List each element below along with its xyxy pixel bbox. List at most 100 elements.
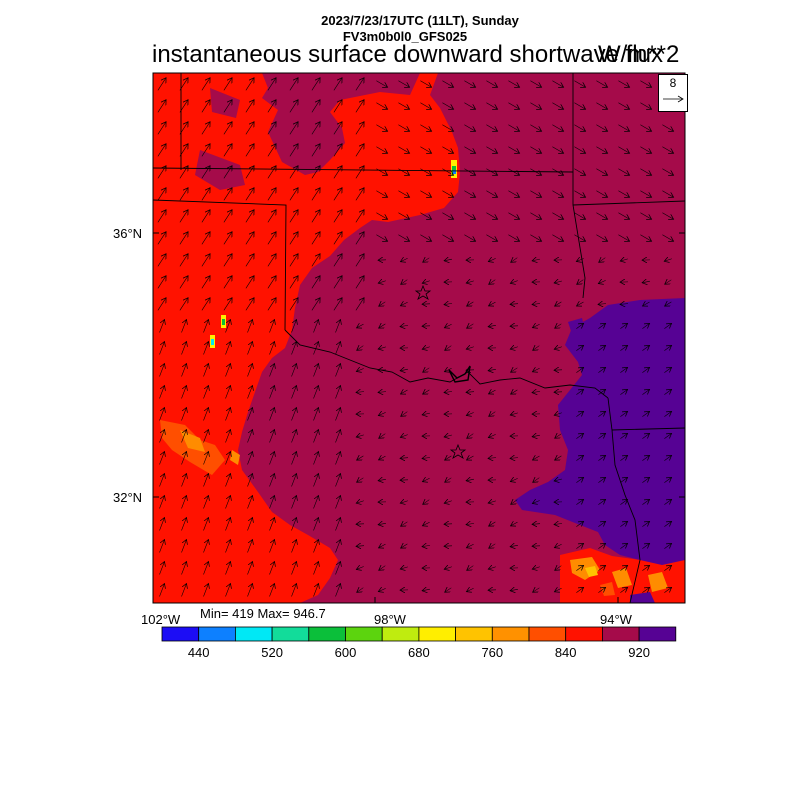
wind-vector bbox=[267, 78, 276, 91]
wind-vector bbox=[466, 347, 474, 349]
wind-vector bbox=[642, 433, 649, 439]
wind-vector bbox=[201, 188, 210, 201]
vector-reference-box: 8 bbox=[658, 74, 688, 112]
wind-vector bbox=[420, 102, 431, 110]
wind-vector bbox=[664, 499, 671, 505]
wind-vector bbox=[640, 80, 651, 88]
wind-vector bbox=[159, 584, 165, 597]
wind-vector bbox=[664, 345, 671, 351]
wind-vector bbox=[642, 281, 650, 283]
wind-vector bbox=[398, 212, 409, 220]
wind-vector bbox=[159, 430, 165, 443]
wind-vector bbox=[291, 584, 297, 597]
wind-vector bbox=[313, 430, 319, 443]
wind-vector bbox=[508, 124, 519, 132]
wind-vector bbox=[245, 254, 254, 267]
wind-vector bbox=[596, 190, 607, 198]
lat-label-36: 36°N bbox=[113, 226, 143, 241]
wind-vector bbox=[640, 212, 651, 220]
wind-vector bbox=[530, 234, 541, 242]
wind-vector bbox=[620, 565, 627, 571]
wind-vector bbox=[596, 146, 607, 154]
wind-vector bbox=[618, 212, 629, 220]
wind-vector bbox=[598, 280, 606, 283]
wind-vector bbox=[510, 413, 518, 415]
wind-vector bbox=[201, 122, 210, 135]
colorbar-box bbox=[381, 626, 420, 642]
wind-vector bbox=[665, 280, 672, 284]
wind-vector bbox=[357, 456, 364, 460]
map-title: instantaneous surface downward shortwave… bbox=[152, 41, 663, 68]
wind-vector bbox=[530, 190, 541, 198]
city-star-2 bbox=[449, 443, 467, 459]
wind-vector bbox=[159, 496, 165, 509]
wind-vector bbox=[552, 234, 563, 242]
wind-vector bbox=[420, 80, 431, 88]
wind-vector bbox=[442, 80, 453, 88]
wind-vector bbox=[357, 588, 364, 593]
wind-vector bbox=[378, 281, 386, 283]
wind-vector bbox=[620, 587, 627, 593]
wind-vector bbox=[576, 499, 583, 505]
min-max-stats: Min= 419 Max= 946.7 bbox=[200, 606, 326, 621]
wind-vector bbox=[179, 144, 188, 157]
wind-vector bbox=[662, 168, 673, 176]
wind-vector bbox=[596, 168, 607, 176]
wind-vector bbox=[508, 212, 519, 220]
wind-vector bbox=[552, 168, 563, 176]
wind-vector bbox=[486, 212, 497, 220]
wind-vector bbox=[376, 234, 387, 242]
wind-vector bbox=[664, 367, 671, 373]
wind-vector bbox=[642, 587, 649, 593]
wind-vector bbox=[466, 479, 474, 481]
wind-vector bbox=[420, 168, 431, 176]
wind-vector bbox=[245, 100, 254, 113]
wind-vector bbox=[159, 518, 165, 531]
wind-vector bbox=[356, 369, 364, 372]
wind-vector bbox=[203, 386, 209, 399]
wind-vector bbox=[620, 345, 627, 351]
wind-vector bbox=[201, 210, 210, 223]
wind-vector bbox=[291, 474, 297, 487]
wind-vector bbox=[357, 324, 364, 328]
wind-vector bbox=[576, 587, 583, 593]
wind-vector bbox=[598, 499, 605, 505]
colorbar-box bbox=[638, 626, 677, 642]
wind-vector bbox=[444, 259, 452, 261]
wind-vector bbox=[291, 386, 297, 399]
wind-vector bbox=[598, 433, 605, 439]
wind-vector bbox=[223, 78, 232, 91]
wind-vector bbox=[313, 320, 319, 333]
wind-vector bbox=[552, 146, 563, 154]
wind-vector bbox=[444, 392, 453, 393]
wind-vector bbox=[618, 146, 629, 154]
lon-label-98: 98°W bbox=[374, 612, 406, 627]
wind-vector bbox=[486, 124, 497, 132]
wind-vector bbox=[333, 78, 342, 91]
wind-vector bbox=[157, 276, 166, 289]
wind-vector bbox=[179, 188, 188, 201]
wind-vector bbox=[554, 479, 562, 481]
colorbar-label: 440 bbox=[187, 645, 210, 660]
wind-vector bbox=[179, 100, 188, 113]
wind-vector bbox=[511, 368, 518, 372]
wind-vector bbox=[223, 276, 232, 289]
wind-vector bbox=[376, 168, 387, 176]
wind-vector bbox=[355, 144, 364, 157]
wind-vector bbox=[640, 234, 651, 242]
map-units: W/m**2 bbox=[598, 41, 680, 68]
wind-vector bbox=[574, 102, 585, 110]
wind-vector bbox=[488, 325, 496, 326]
wind-vector bbox=[269, 496, 275, 509]
wind-vector bbox=[642, 477, 649, 483]
wind-vector bbox=[398, 168, 409, 176]
wind-vector bbox=[401, 280, 408, 285]
wind-vector bbox=[576, 521, 583, 527]
wind-vector bbox=[291, 320, 297, 333]
wind-vector bbox=[423, 390, 430, 394]
wind-vector bbox=[555, 434, 562, 438]
wind-vector bbox=[225, 540, 231, 553]
wind-vector bbox=[445, 346, 452, 351]
wind-vector bbox=[400, 567, 408, 569]
